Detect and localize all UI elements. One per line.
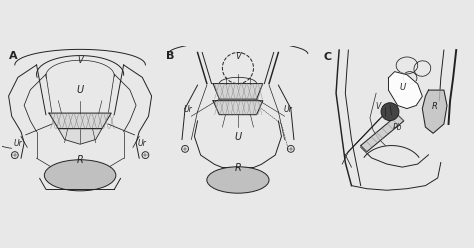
Text: V: V xyxy=(375,102,380,111)
Polygon shape xyxy=(389,72,422,109)
Text: U: U xyxy=(76,85,84,95)
Ellipse shape xyxy=(207,167,269,193)
Polygon shape xyxy=(422,90,447,133)
Text: Ur: Ur xyxy=(283,105,292,114)
Text: Pb: Pb xyxy=(393,123,402,132)
Text: Ur: Ur xyxy=(14,139,22,148)
Text: R: R xyxy=(235,163,241,173)
Circle shape xyxy=(381,103,399,121)
Polygon shape xyxy=(361,115,404,152)
Text: A: A xyxy=(9,51,17,61)
Polygon shape xyxy=(49,113,111,129)
Text: C: C xyxy=(324,52,332,62)
Text: U: U xyxy=(399,83,405,92)
Text: B: B xyxy=(166,51,175,61)
Polygon shape xyxy=(213,101,263,115)
Polygon shape xyxy=(58,129,102,144)
Text: Ur: Ur xyxy=(184,105,192,114)
Text: R: R xyxy=(432,102,438,111)
Text: V: V xyxy=(77,56,83,64)
Text: U: U xyxy=(234,131,242,142)
Text: R: R xyxy=(77,155,83,165)
Text: V: V xyxy=(235,53,241,62)
Polygon shape xyxy=(213,84,263,99)
Ellipse shape xyxy=(45,160,116,191)
Text: Ur: Ur xyxy=(138,139,146,148)
